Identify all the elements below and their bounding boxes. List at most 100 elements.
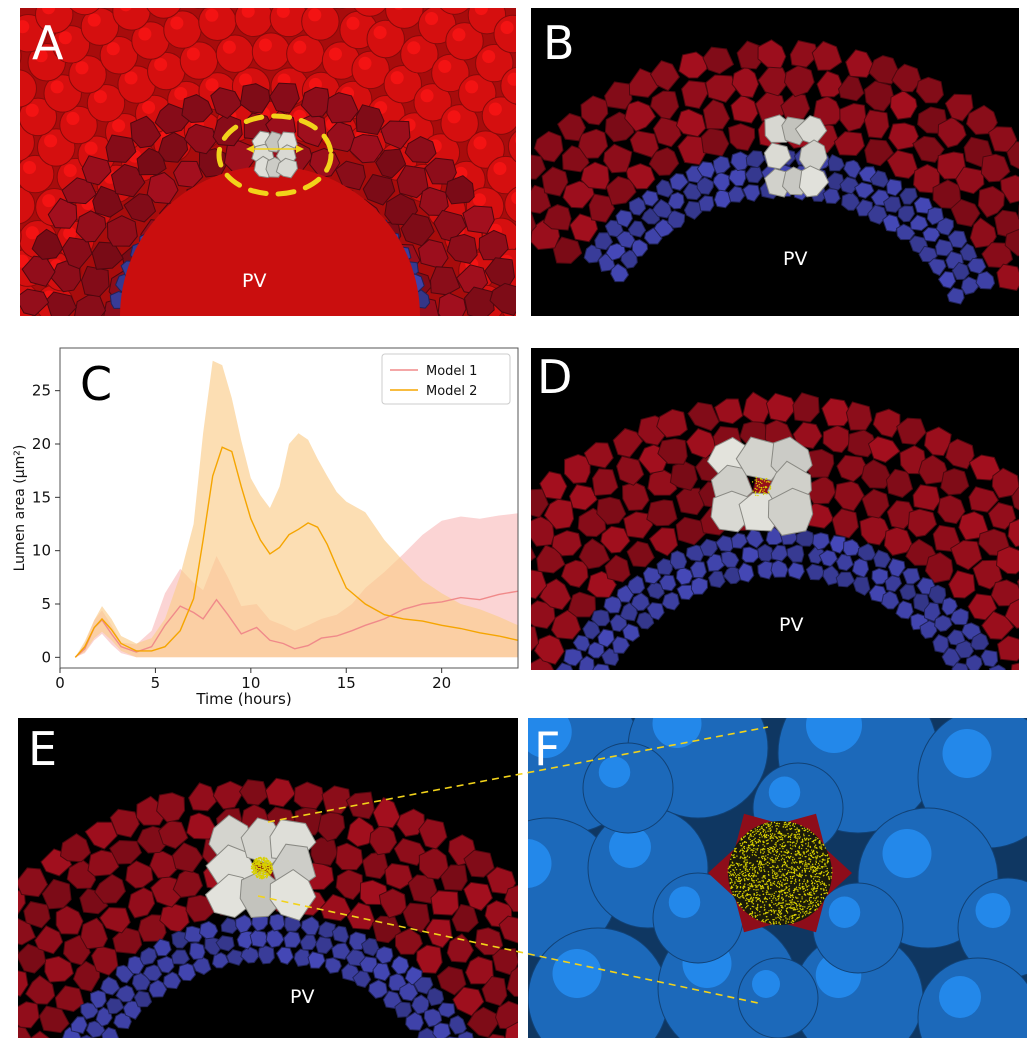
- dark-red-cell: [833, 131, 865, 157]
- dark-red-cell: [1004, 228, 1019, 257]
- lumen-dot: [746, 870, 748, 872]
- lumen-dot: [729, 875, 731, 877]
- lumen-dot: [742, 852, 744, 855]
- lumen-dot: [791, 877, 794, 880]
- lumen-dot: [255, 860, 257, 863]
- lumen-dot: [812, 889, 814, 892]
- lumen-dot: [745, 850, 748, 853]
- lumen-dot: [791, 848, 793, 850]
- lumen-dot: [262, 874, 264, 876]
- lumen-dot: [796, 866, 799, 868]
- lumen-dot: [760, 906, 763, 908]
- lumen-dot: [736, 890, 738, 893]
- lumen-dot: [789, 838, 792, 841]
- dark-red-cell: [150, 875, 183, 908]
- dark-red-cell: [44, 955, 74, 983]
- lumen-dot: [753, 880, 755, 882]
- lumen-dot: [733, 869, 735, 872]
- lumen-dot: [800, 825, 802, 827]
- lumen-dot: [791, 862, 793, 864]
- lumen-dot: [818, 879, 820, 881]
- lumen-dot: [744, 886, 746, 888]
- lumen-dot: [797, 900, 799, 903]
- lumen-dot: [740, 844, 742, 847]
- dark-red-cell: [912, 135, 945, 163]
- lumen-dot: [814, 899, 816, 902]
- lumen-dot: [755, 832, 757, 834]
- lumen-dot: [774, 861, 776, 863]
- lumen-dot: [809, 901, 812, 903]
- lumen-dot: [801, 863, 804, 865]
- panel-a-render: [20, 8, 516, 316]
- blue-cell: [394, 1001, 413, 1018]
- lumen-dot: [789, 825, 791, 827]
- lumen-dot: [791, 880, 793, 883]
- lumen-dot: [805, 884, 807, 886]
- lumen-dot: [756, 841, 758, 843]
- lumen-dot: [782, 902, 784, 904]
- lumen-dot: [767, 834, 770, 837]
- lumen-dot: [797, 829, 800, 832]
- lumen-dot: [784, 875, 786, 877]
- outer-red-cell-highlight: [373, 25, 387, 40]
- lumen-dot: [776, 857, 779, 859]
- lumen-dot: [786, 849, 788, 851]
- lumen-dot: [746, 894, 749, 897]
- lumen-dot: [252, 868, 254, 870]
- blue-cell: [927, 258, 947, 277]
- lumen-dot: [759, 489, 762, 491]
- lumen-dot: [773, 835, 775, 837]
- lumen-dot: [789, 821, 791, 824]
- lumen-dot: [784, 863, 787, 865]
- lumen-dot: [800, 905, 802, 907]
- lumen-dot: [779, 880, 782, 882]
- white-cell: [763, 142, 792, 170]
- dark-red-cell: [1007, 518, 1019, 548]
- lumen-dot: [256, 861, 258, 863]
- lumen-dot: [823, 884, 826, 886]
- lumen-dot: [821, 861, 824, 863]
- lumen-dot: [803, 851, 805, 854]
- lumen-dot: [762, 855, 765, 858]
- lumen-dot: [740, 838, 743, 840]
- lumen-dot: [262, 864, 265, 867]
- lumen-dot: [796, 827, 798, 829]
- lumen-dot: [818, 864, 821, 866]
- lumen-dot: [792, 856, 794, 859]
- outer-red-cell-highlight: [63, 226, 77, 241]
- lumen-dot: [799, 905, 801, 908]
- lumen-dot: [759, 911, 761, 913]
- panel-a: A PV: [20, 8, 516, 316]
- blue-cell: [240, 946, 260, 964]
- outer-red-cell-highlight: [22, 160, 37, 175]
- lumen-dot: [786, 910, 788, 913]
- lumen-dot: [738, 892, 740, 895]
- dark-red-cell: [847, 429, 878, 458]
- lumen-dot: [730, 887, 732, 890]
- lumen-dot: [758, 830, 760, 832]
- lumen-dot: [767, 842, 769, 844]
- lumen-dot: [783, 845, 786, 848]
- lumen-dot: [761, 877, 763, 879]
- lumen-dot: [787, 855, 789, 858]
- lumen-dot: [800, 860, 803, 862]
- dark-red-cell: [923, 426, 952, 457]
- lumen-dot: [759, 833, 762, 835]
- lumen-dot: [764, 896, 767, 899]
- lumen-dot: [824, 854, 827, 857]
- outer-red-cell-highlight: [50, 80, 64, 94]
- lumen-dot: [804, 860, 806, 862]
- outer-red-cell-highlight: [44, 134, 58, 148]
- lumen-dot: [827, 871, 830, 874]
- dark-red-cell: [487, 1033, 506, 1038]
- x-tick-label: 10: [241, 674, 260, 692]
- lumen-dot: [804, 883, 807, 885]
- zoomed-blue-cell-highlight: [975, 893, 1011, 928]
- lumen-dot: [786, 852, 789, 855]
- lumen-dot: [748, 856, 751, 859]
- lumen-dot: [739, 857, 741, 859]
- lumen-dot: [756, 905, 759, 907]
- blue-cell: [742, 184, 761, 202]
- lumen-dot: [794, 913, 797, 916]
- lumen-dot: [769, 824, 771, 827]
